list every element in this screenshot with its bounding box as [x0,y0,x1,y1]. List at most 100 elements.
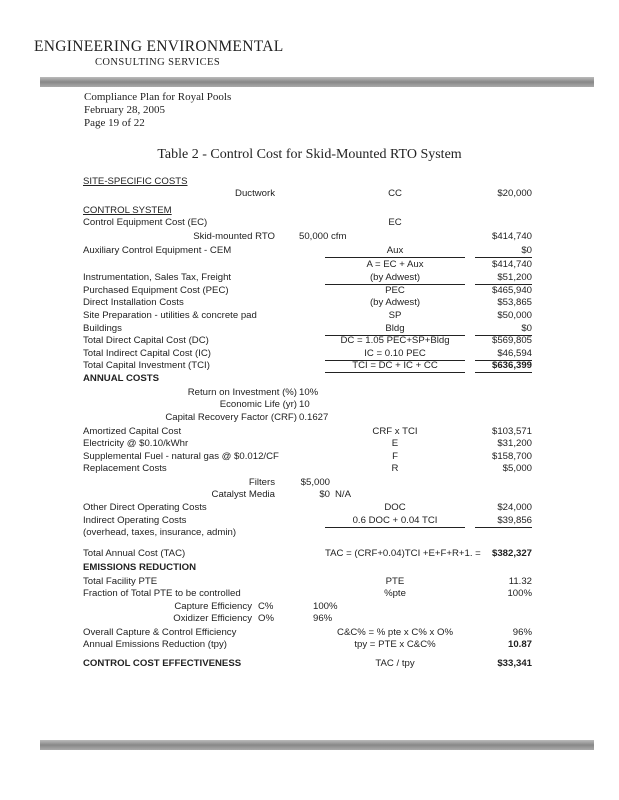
row-parameter: 100% [313,601,338,612]
row-parameter: $0 [319,489,330,500]
row-formula: tpy = PTE x C&C% [354,639,436,650]
row-formula: A = EC + Aux [366,259,424,270]
row-label: Return on Investment (%) [187,387,297,398]
row-value: 96% [512,627,532,638]
row-label: Control Equipment Cost (EC) [83,217,208,228]
row-value: $31,200 [497,438,532,449]
row-value: $53,865 [497,297,532,308]
row-formula: F [392,451,398,462]
row-parameter: 10 [299,399,310,410]
row-formula: PEC [385,285,405,296]
row-label: Overall Capture & Control Efficiency [83,627,237,638]
row-label: Auxiliary Control Equipment - CEM [83,245,232,256]
row-value: $0 [475,323,532,336]
row-label: Catalyst Media [211,489,275,500]
row-formula: (by Adwest) [369,297,421,308]
row-formula: EC [388,217,402,228]
row-label: Buildings [83,323,122,334]
row-value: $103,571 [491,426,532,437]
row-label: Replacement Costs [83,463,167,474]
row-formula: PTE [385,576,405,587]
row-parameter: $5,000 [300,477,330,488]
row-value: 11.32 [508,576,532,587]
document-title: Compliance Plan for Royal Pools [84,91,232,103]
footer-rule [40,740,594,750]
row-value: $39,856 [475,515,532,528]
row-parameter: 50,000 cfm [299,231,347,242]
row-formula: TAC = (CRF+0.04)TCI +E+F+R+1. = [325,548,481,559]
row-value: $33,341 [497,658,532,669]
row-value: $20,000 [497,188,532,199]
row-label: Total Indirect Capital Cost (IC) [83,348,211,359]
row-label: Economic Life (yr) [219,399,297,410]
section-heading: ANNUAL COSTS [83,373,160,384]
row-formula: Bldg [325,323,465,336]
row-value: $0 [475,245,532,258]
row-label: Capital Recovery Factor (CRF) [165,412,297,423]
company-name: ENGINEERING ENVIRONMENTAL [34,38,284,55]
row-label: Direct Installation Costs [83,297,184,308]
row-formula: SP [388,310,402,321]
company-subtitle: CONSULTING SERVICES [95,57,221,68]
row-formula: TAC / tpy [375,658,415,669]
section-heading: SITE-SPECIFIC COSTS [83,176,188,187]
row-label: Purchased Equipment Cost (PEC) [83,285,229,296]
row-label: Electricity @ $0.10/kWhr [83,438,189,449]
row-value: $465,940 [491,285,532,296]
page-number: Page 19 of 22 [84,117,145,129]
row-value: $382,327 [491,548,532,559]
row-label: Supplemental Fuel - natural gas @ $0.012… [83,451,279,462]
section-heading: CONTROL COST EFFECTIVENESS [83,658,242,669]
row-label: Oxidizer Efficiency [173,613,252,624]
row-formula: %pte [384,588,406,599]
row-label: Indirect Operating Costs [83,515,187,526]
row-parameter: 0.1627 [299,412,329,423]
row-formula: C&C% = % pte x C% x O% [337,627,453,638]
row-formula: CC [388,188,402,199]
row-formula: (by Adwest) [325,272,465,285]
row-label: Annual Emissions Reduction (tpy) [83,639,227,650]
row-label: Total Facility PTE [83,576,158,587]
row-value: $569,805 [491,335,532,346]
row-formula: IC = 0.10 PEC [325,348,465,361]
row-parameter: 96% [313,613,333,624]
row-formula: Aux [325,245,465,258]
row-value: $50,000 [497,310,532,321]
row-label: Capture Efficiency [174,601,252,612]
row-label: Amortized Capital Cost [83,426,182,437]
row-value: $24,000 [497,502,532,513]
row-value: 100% [507,588,532,599]
row-value: $414,740 [491,259,532,270]
row-label: Total Direct Capital Cost (DC) [83,335,209,346]
row-formula: CRF x TCI [372,426,418,437]
row-formula: TCI = DC + IC + CC [325,360,465,373]
section-heading: CONTROL SYSTEM [83,205,172,216]
document-date: February 28, 2005 [84,104,165,116]
row-formula: DOC [384,502,406,513]
row-label: Other Direct Operating Costs [83,502,207,513]
row-label: Site Preparation - utilities & concrete … [83,310,257,321]
row-value: $51,200 [475,272,532,285]
table-title: Table 2 - Control Cost for Skid-Mounted … [157,147,462,162]
row-formula: E [391,438,399,449]
row-symbol: C% [258,601,274,612]
row-label: (overhead, taxes, insurance, admin) [83,527,237,538]
row-value: $636,399 [475,360,532,373]
row-label: Ductwork [235,188,275,199]
row-value: $158,700 [491,451,532,462]
row-label: Filters [248,477,275,488]
row-label: Total Annual Cost (TAC) [83,548,186,559]
row-value: $46,594 [475,348,532,361]
row-value: $5,000 [502,463,532,474]
row-value: 10.87 [507,639,532,650]
row-note: N/A [335,489,351,500]
row-formula: DC = 1.05 PEC+SP+Bldg [340,335,450,346]
row-label: Total Capital Investment (TCI) [83,360,210,371]
row-symbol: O% [258,613,274,624]
section-heading: EMISSIONS REDUCTION [83,562,197,573]
header-rule [40,77,594,87]
row-label: Instrumentation, Sales Tax, Freight [83,272,232,283]
row-parameter: 10% [299,387,319,398]
row-formula: 0.6 DOC + 0.04 TCI [325,515,465,528]
row-label: Skid-mounted RTO [193,231,275,242]
